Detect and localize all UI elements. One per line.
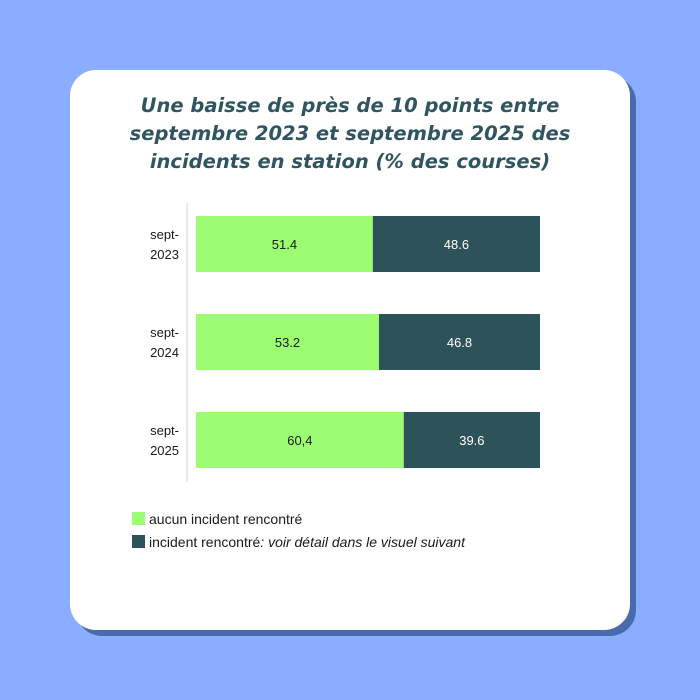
- legend-swatch-no-incident: [132, 512, 145, 525]
- data-label: 39.6: [459, 433, 484, 448]
- legend-item-incident: incident rencontré : voir détail dans le…: [132, 530, 465, 553]
- bar-segment-no-incident: [196, 412, 404, 468]
- legend: aucun incident rencontré incident rencon…: [132, 507, 465, 553]
- category-label: 2025: [150, 443, 179, 458]
- chart-title: Une baisse de près de 10 points entre se…: [0, 92, 700, 176]
- legend-swatch-incident: [132, 535, 145, 548]
- data-label: 48.6: [444, 237, 469, 252]
- title-line-1: Une baisse de près de 10 points entre: [140, 94, 560, 117]
- title-line-3: incidents en station (% des courses): [149, 150, 551, 173]
- category-label: sept-: [150, 227, 179, 242]
- legend-label-no-incident: aucun incident rencontré: [149, 510, 303, 527]
- category-label: 2023: [150, 247, 179, 262]
- data-label: 53.2: [275, 335, 300, 350]
- bar-segment-incident: [403, 412, 540, 468]
- bar-segment-incident: [372, 216, 540, 272]
- legend-item-no-incident: aucun incident rencontré: [132, 507, 465, 530]
- bar-segment-no-incident: [196, 216, 373, 272]
- legend-label-incident: incident rencontré: [149, 533, 261, 550]
- bar-segment-incident: [379, 314, 540, 370]
- title-line-2: septembre 2023 et septembre 2025 des: [129, 122, 571, 145]
- category-label: sept-: [150, 325, 179, 340]
- data-label: 60,4: [287, 433, 312, 448]
- data-label: 51.4: [272, 237, 297, 252]
- bar-segment-no-incident: [196, 314, 380, 370]
- category-label: sept-: [150, 423, 179, 438]
- category-label: 2024: [150, 345, 179, 360]
- data-label: 46.8: [447, 335, 472, 350]
- legend-note-incident: : voir détail dans le visuel suivant: [260, 533, 465, 550]
